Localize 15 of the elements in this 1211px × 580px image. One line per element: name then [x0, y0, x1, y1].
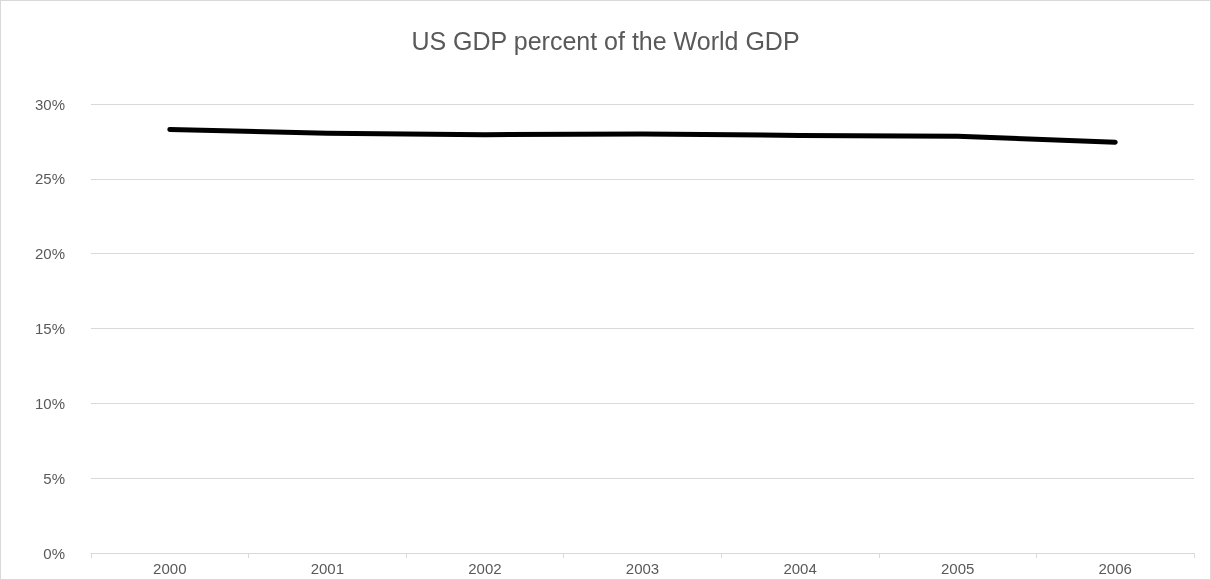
chart-title: US GDP percent of the World GDP: [411, 26, 800, 55]
x-tick-label: 2000: [153, 560, 187, 577]
x-tick-label: 2002: [468, 560, 502, 577]
y-tick-label: 25%: [34, 170, 65, 188]
x-tick-label: 2001: [310, 560, 345, 577]
y-tick-label: 30%: [34, 95, 65, 113]
x-tick-label: 2005: [940, 560, 975, 577]
y-tick-label: 5%: [43, 469, 65, 487]
y-tick-label: 20%: [34, 245, 65, 263]
x-tick-label: 2004: [783, 560, 817, 577]
y-tick-label: 0%: [43, 544, 65, 562]
y-tick-label: 10%: [34, 394, 65, 412]
x-tick-label: 2006: [1098, 560, 1132, 577]
x-tick-label: 2003: [625, 560, 660, 577]
y-tick-label: 15%: [34, 320, 65, 337]
